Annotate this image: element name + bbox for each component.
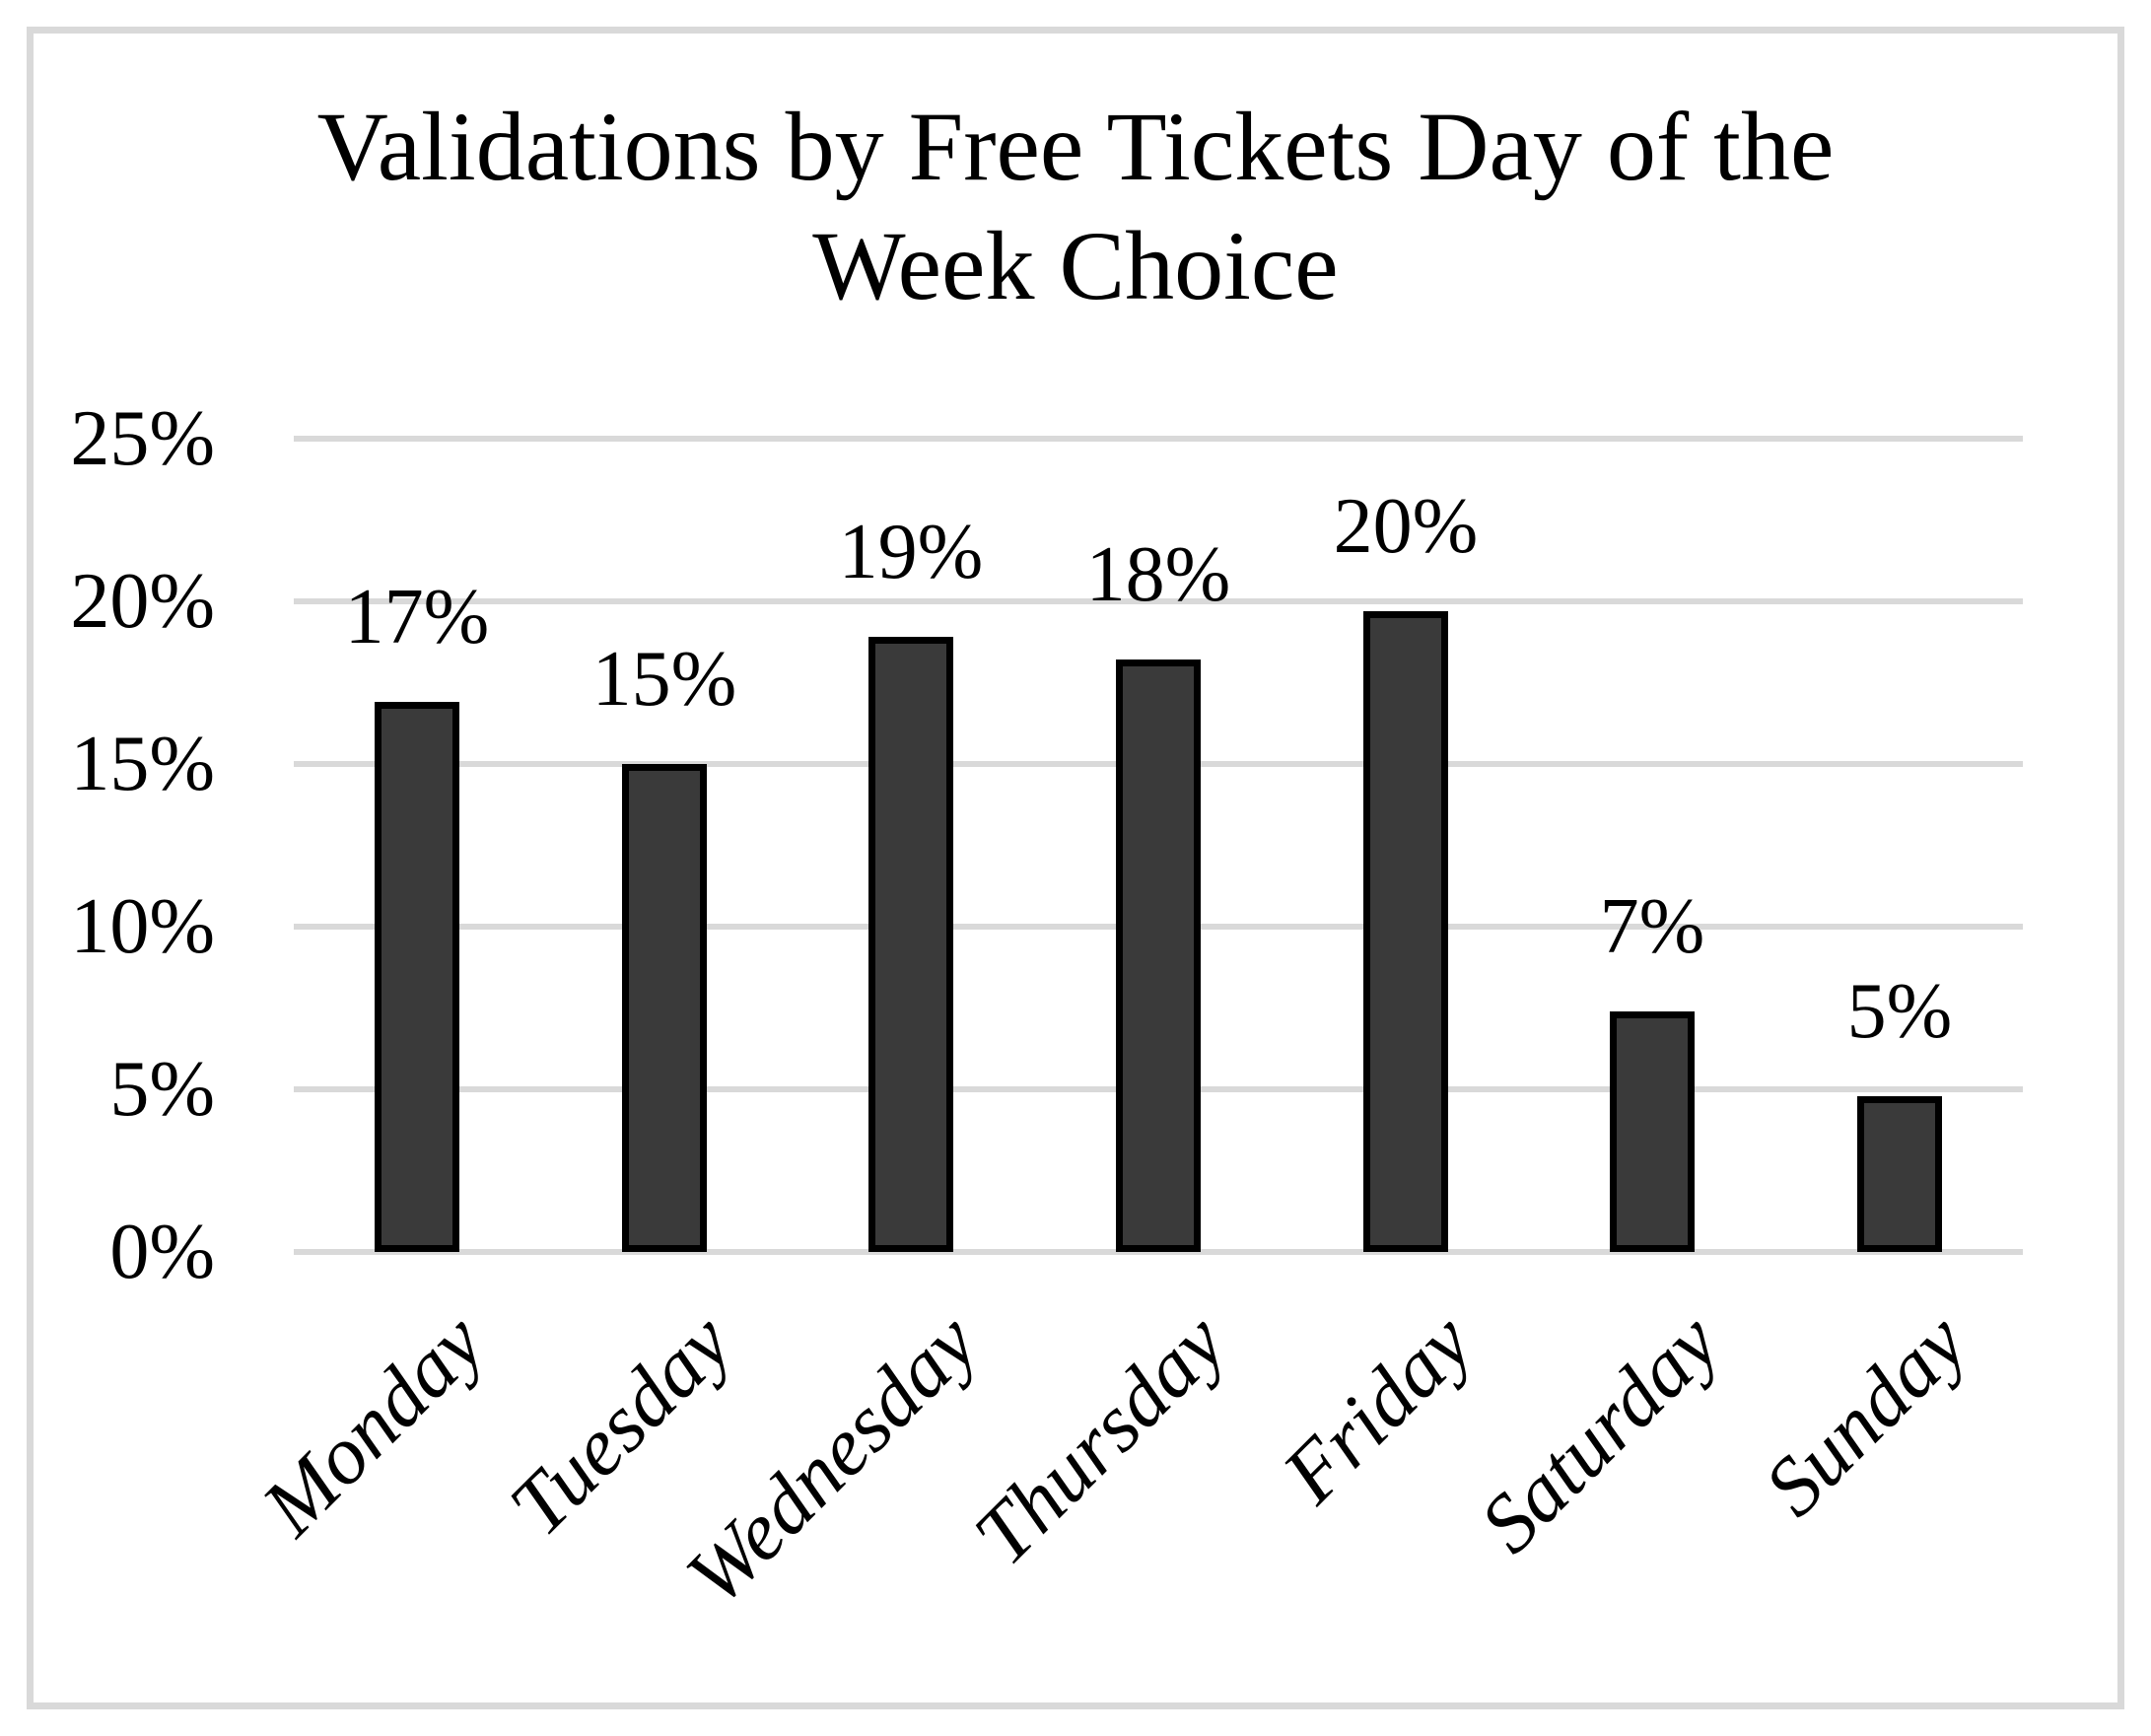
bar-value-label: 20% — [1333, 483, 1479, 570]
bar-saturday — [1610, 1011, 1695, 1252]
bar-thursday — [1116, 660, 1201, 1252]
x-axis-label-thursday: Thursday — [956, 1295, 1243, 1583]
bar-value-label: 15% — [591, 636, 737, 723]
y-axis-tick-label: 15% — [70, 721, 215, 807]
x-axis-label-tuesday: Tuesday — [492, 1295, 749, 1554]
y-axis-tick-label: 25% — [70, 395, 215, 482]
y-axis-tick-label: 10% — [70, 883, 215, 970]
bar-value-label: 18% — [1085, 531, 1231, 618]
y-axis-tick-label: 5% — [109, 1046, 215, 1133]
bar-value-label: 7% — [1599, 883, 1705, 970]
bar-value-label: 17% — [344, 574, 490, 660]
chart-title-line-2: Week Choice — [812, 211, 1339, 320]
gridline-25% — [294, 436, 2023, 442]
bar-wednesday — [868, 637, 953, 1252]
chart-title: Validations by Free Tickets Day of the W… — [27, 87, 2124, 325]
bar-tuesday — [622, 764, 707, 1252]
chart-title-line-1: Validations by Free Tickets Day of the — [316, 92, 1835, 201]
x-axis-label-saturday: Saturday — [1462, 1295, 1737, 1570]
x-axis-label-sunday: Sunday — [1747, 1295, 1984, 1534]
x-axis-label-friday: Friday — [1266, 1295, 1491, 1521]
bar-sunday — [1857, 1096, 1942, 1252]
gridline-0% — [294, 1249, 2023, 1255]
bar-friday — [1363, 611, 1448, 1252]
bar-value-label: 19% — [838, 509, 984, 595]
y-axis-tick-label: 20% — [70, 558, 215, 645]
bar-value-label: 5% — [1846, 968, 1953, 1055]
bar-monday — [375, 702, 459, 1252]
y-axis-tick-label: 0% — [109, 1209, 215, 1295]
x-axis-label-monday: Monday — [244, 1295, 502, 1554]
gridline-20% — [294, 598, 2023, 604]
